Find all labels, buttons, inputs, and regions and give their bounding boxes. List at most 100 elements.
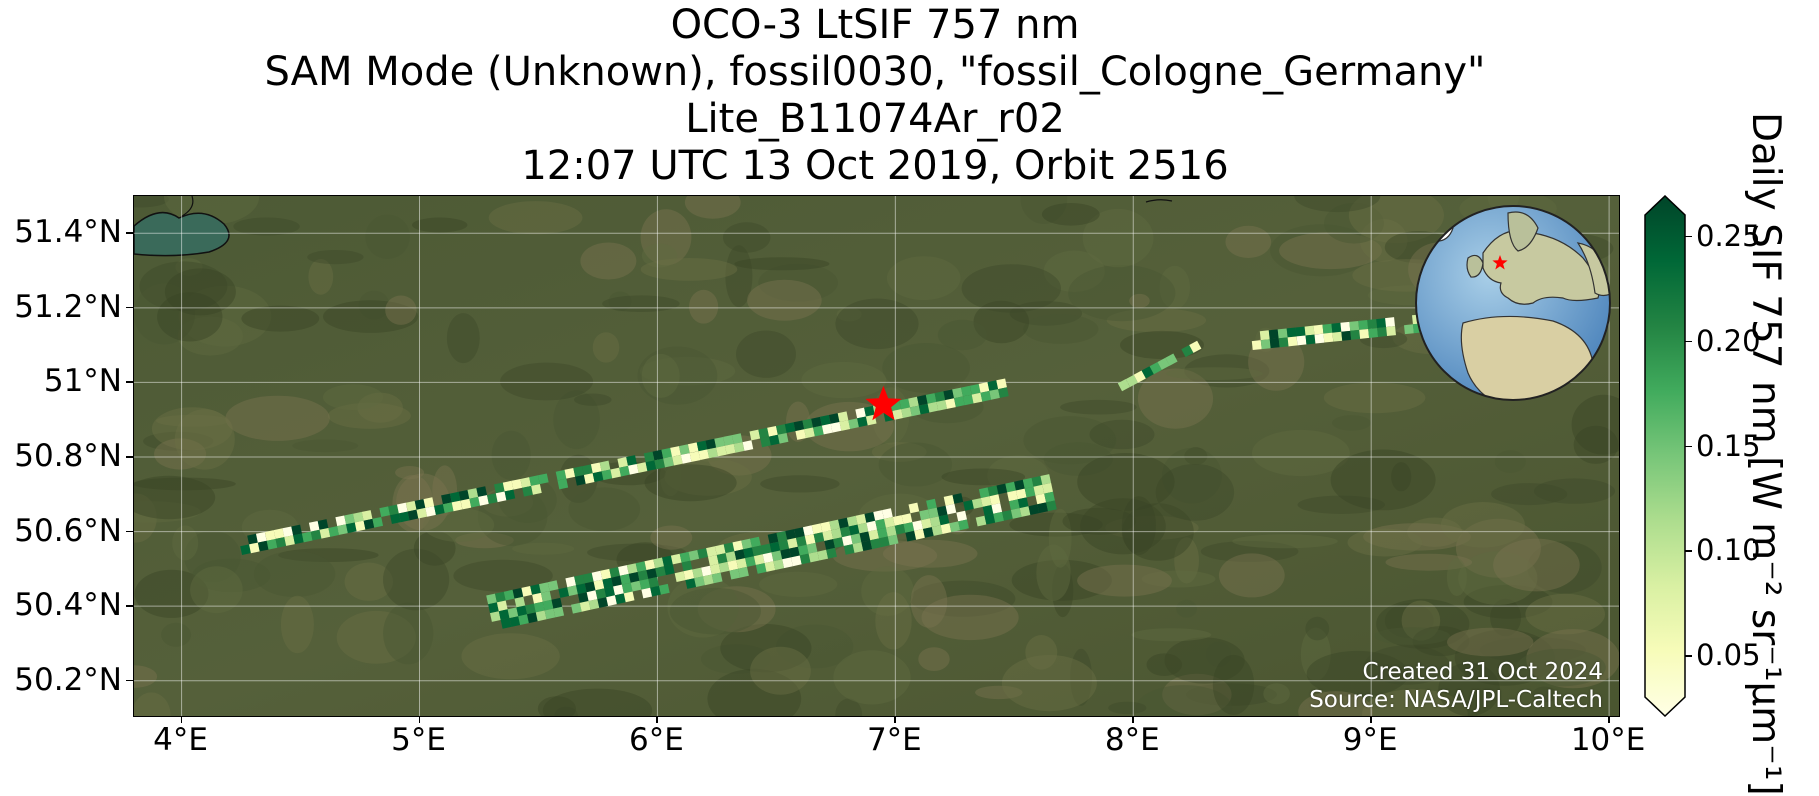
sif-sounding [1189,340,1202,353]
sif-sounding [679,444,690,455]
sif-sounding [711,572,723,584]
sif-sounding [789,546,800,558]
sif-sounding [758,427,770,439]
sif-sounding [714,436,725,448]
sif-sounding [762,552,774,564]
sif-sounding [706,546,717,557]
sif-sounding [727,560,739,571]
sif-sounding [760,436,771,448]
sif-sounding [458,489,470,501]
sif-sounding [240,544,251,556]
title-line-2: SAM Mode (Unknown), fossil0030, "fossil_… [264,49,1486,95]
sif-sounding [707,447,718,459]
sif-sounding [363,518,375,530]
sif-sounding [1304,325,1315,336]
sif-sounding [575,474,586,486]
sif-sounding [256,531,267,543]
sif-sounding [626,563,638,574]
sif-sounding [310,529,322,541]
sif-sounding [379,506,391,518]
sif-sounding [870,538,881,550]
sif-sounding [938,514,950,526]
sif-sounding [1141,366,1154,379]
sif-sounding [576,583,587,595]
sif-sounding [767,532,779,544]
sif-sounding [837,411,849,423]
sif-sounding [555,469,567,481]
sif-sounding [829,519,840,531]
sif-sounding [680,453,692,464]
sif-sounding [943,389,955,401]
sif-sounding [764,561,776,572]
sif-sounding [901,407,912,419]
sif-sounding [650,585,661,597]
sif-sounding [567,585,578,596]
sif-sounding [793,420,805,432]
sif-sounding [787,537,798,549]
sif-sounding [811,523,823,535]
sif-sounding [582,572,594,584]
sif-sounding [602,577,614,589]
sif-sounding [529,475,540,486]
sif-sounding [1331,322,1342,333]
sif-sounding [441,493,452,505]
sif-sounding [817,549,829,561]
sif-sounding [590,462,602,474]
sif-sounding [425,506,436,517]
sif-sounding [802,418,814,430]
lat-tick-mark [126,232,133,234]
sif-sounding [662,555,673,567]
sif-sounding [1181,344,1194,358]
sif-sounding [539,582,550,593]
sif-sounding [1133,370,1146,383]
sif-sounding [961,385,972,397]
sif-sounding [929,516,941,528]
sif-sounding [1024,486,1036,498]
sif-sounding [731,433,743,444]
sif-sounding [398,511,410,523]
sif-sounding [1033,484,1045,496]
sif-sounding [1332,331,1343,342]
lon-tick-mark [894,716,896,723]
sif-sounding [514,596,526,608]
sif-sounding [905,530,917,542]
figure-title: OCO-3 LtSIF 757 nm SAM Mode (Unknown), f… [0,2,1750,190]
map-panel[interactable]: Created 31 Oct 2024 Source: NASA/JPL-Cal… [133,195,1620,717]
sif-sounding [745,556,756,567]
sif-sounding [1277,328,1288,339]
sif-sounding [449,491,461,503]
sif-sounding [606,595,617,606]
sif-sounding [478,495,489,506]
sif-sounding [532,592,543,604]
sif-sounding [498,609,510,620]
map-canvas [134,196,1619,716]
sif-sounding [750,536,761,548]
sif-sounding [996,378,1007,390]
lon-tick-mark [418,716,420,723]
lon-tick-label: 4°E [153,722,208,758]
sif-sounding [1377,327,1387,337]
sif-sounding [701,565,712,577]
sif-sounding [936,505,948,517]
sif-sounding [670,553,682,565]
sif-sounding [476,486,488,497]
lon-tick-label: 9°E [1342,722,1398,758]
sif-sounding [1260,339,1271,350]
sif-sounding [544,608,556,620]
sif-sounding [266,538,278,550]
sif-sounding [390,513,401,525]
sif-sounding [264,530,276,541]
sif-sounding [692,567,703,579]
sif-sounding [989,389,1000,400]
sif-sounding [971,392,983,404]
sif-sounding [892,409,904,420]
lon-tick-label: 7°E [866,722,922,758]
sif-sounding [822,530,834,541]
sif-sounding [442,502,454,514]
sif-sounding [741,538,752,550]
sif-sounding [1305,334,1316,345]
sif-sounding [664,564,675,576]
sif-sounding [540,591,552,602]
sif-sounding [488,602,499,614]
colorbar-tick-label: 0.25 [1696,218,1761,253]
